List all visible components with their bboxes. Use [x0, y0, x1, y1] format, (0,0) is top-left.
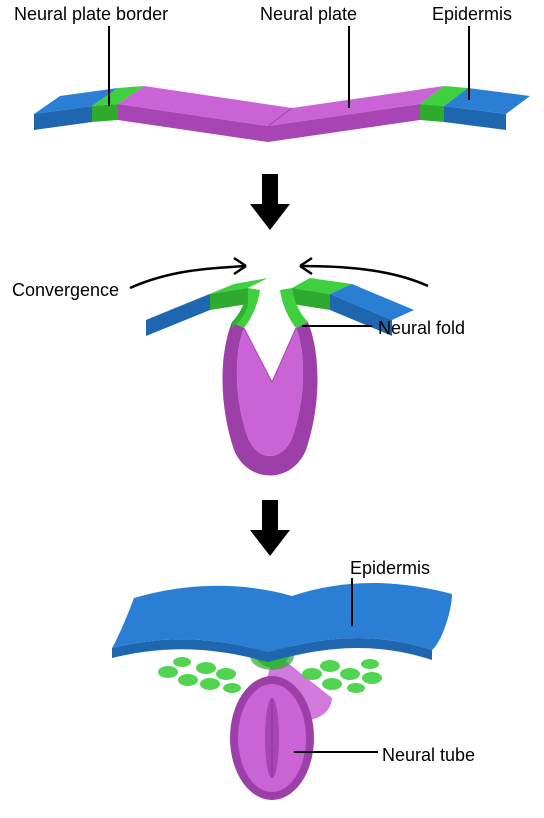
label-neural-plate-border: Neural plate border — [14, 4, 168, 25]
leader-npb — [108, 26, 110, 106]
epidermis-sheet — [112, 583, 452, 662]
left-fold — [146, 278, 268, 336]
stage3-diagram — [0, 538, 544, 818]
conv-arrow-left — [130, 266, 246, 288]
label-epidermis-top: Epidermis — [432, 4, 512, 25]
label-neural-fold: Neural fold — [378, 318, 465, 339]
leader-epi-top — [468, 26, 470, 100]
stage2-diagram — [0, 232, 544, 502]
down-arrow-1 — [240, 168, 300, 238]
neural-groove — [223, 322, 318, 476]
label-convergence: Convergence — [12, 280, 119, 301]
label-epidermis-bottom: Epidermis — [350, 558, 430, 579]
label-neural-plate: Neural plate — [260, 4, 357, 25]
leader-np — [348, 26, 350, 108]
label-neural-tube: Neural tube — [382, 745, 475, 766]
